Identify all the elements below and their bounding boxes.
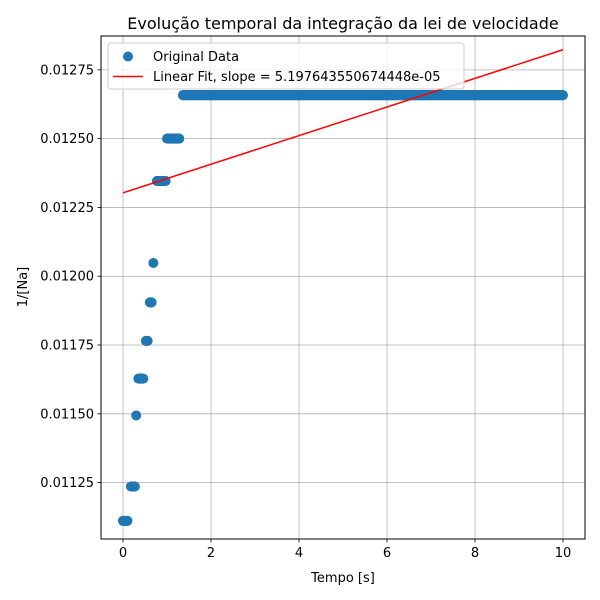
y-tick-label: 0.01125 — [40, 476, 94, 491]
data-point — [558, 90, 568, 101]
data-point — [129, 481, 140, 492]
data-point — [146, 297, 157, 308]
grid — [101, 36, 585, 539]
data-point — [131, 410, 142, 421]
axis-ticks: 0 2 4 6 8 10 0.01125 0.01150 0.01175 0.01200 0.012… — [40, 63, 571, 561]
y-tick-label: 0.01150 — [40, 407, 94, 422]
x-tick-label: 2 — [207, 546, 215, 561]
data-point — [122, 515, 133, 526]
y-tick-label: 0.01225 — [40, 201, 94, 216]
legend: Original Data Linear Fit, slope = 5.1976… — [107, 42, 465, 90]
x-tick-label: 4 — [295, 546, 303, 561]
y-axis-label: 1/[Na] — [16, 267, 31, 308]
y-tick-label: 0.01275 — [40, 63, 94, 78]
x-tick-label: 8 — [471, 546, 479, 561]
chart-title: Evolução temporal da integração da lei d… — [127, 14, 558, 33]
x-tick-label: 10 — [555, 546, 572, 561]
linear-fit-line — [122, 49, 564, 194]
legend-label-original-data: Original Data — [153, 50, 239, 65]
x-tick-label: 0 — [119, 546, 127, 561]
y-tick-label: 0.01200 — [40, 270, 94, 285]
x-axis-label: Tempo [s] — [310, 571, 375, 586]
y-tick-label: 0.01250 — [40, 132, 94, 147]
data-point — [138, 373, 149, 384]
legend-marker-original-data — [123, 51, 133, 62]
data-point — [148, 258, 159, 269]
plot-area — [118, 49, 568, 526]
legend-box — [107, 42, 465, 90]
axes-frame — [100, 35, 586, 540]
data-point — [142, 335, 153, 346]
data-point — [174, 133, 185, 144]
legend-label-linear-fit: Linear Fit, slope = 5.197643550674448e-0… — [153, 70, 441, 85]
x-tick-label: 6 — [383, 546, 391, 561]
y-tick-label: 0.01175 — [40, 339, 94, 354]
